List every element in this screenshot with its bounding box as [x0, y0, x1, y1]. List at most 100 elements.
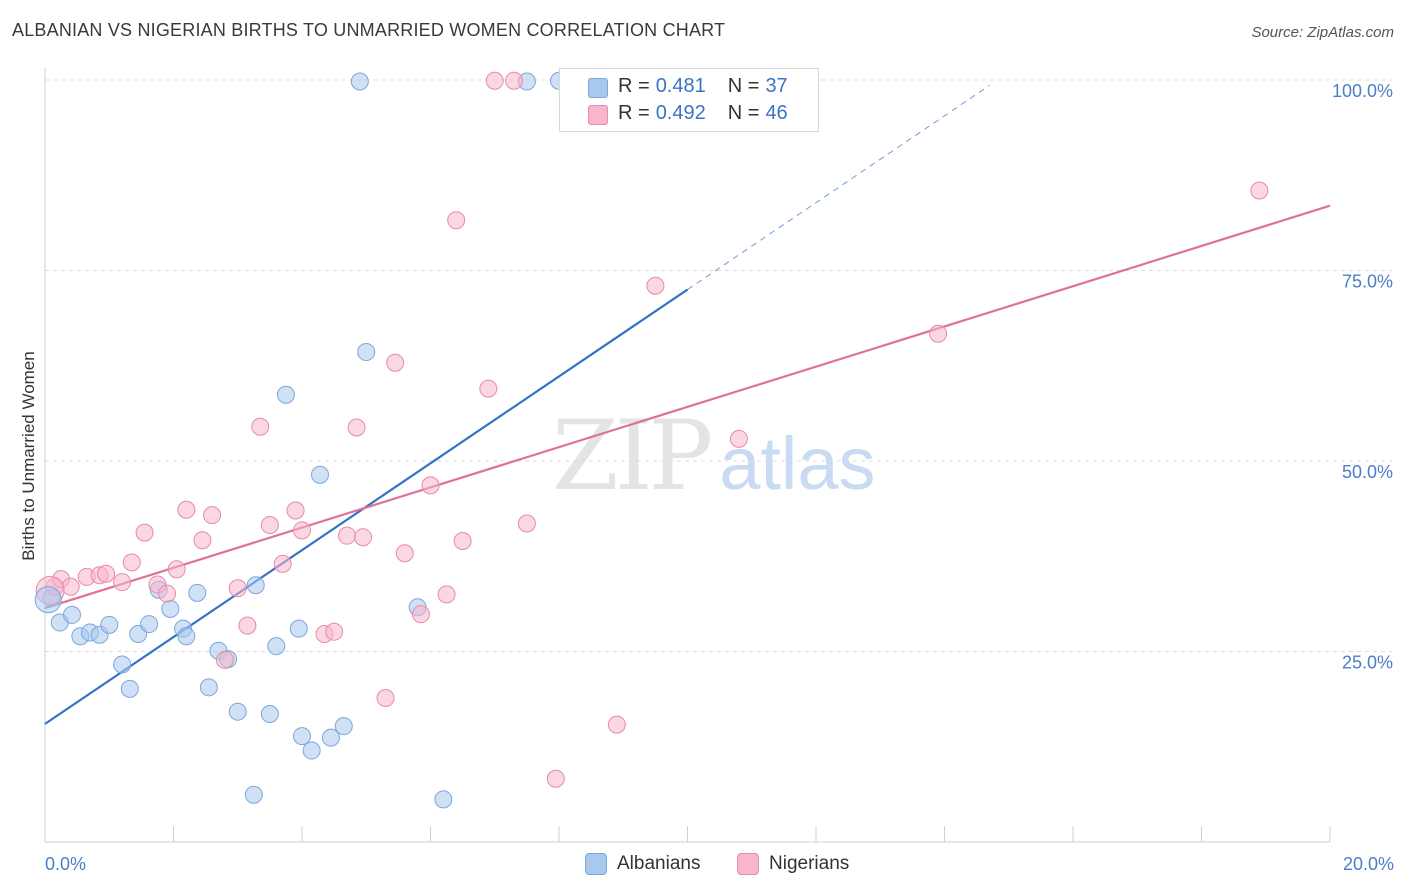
legend-r-label: R = — [618, 101, 650, 124]
albanian-point — [140, 615, 159, 634]
nigerian-point — [215, 650, 234, 669]
nigerian-point — [273, 554, 292, 573]
tick-labels: 25.0% 50.0% 75.0% 100.0% 0.0% 20.0% — [45, 81, 1394, 874]
nigerian-point — [395, 544, 414, 563]
nigerian-point — [1250, 181, 1269, 200]
nigerian-point — [337, 526, 356, 545]
nigerian-point — [97, 564, 116, 583]
data-points — [34, 71, 1269, 809]
watermark-zip: ZIP — [552, 400, 713, 512]
legend-r-value: 0.492 — [655, 101, 706, 124]
albanian-point — [293, 727, 311, 746]
albanian-point — [62, 605, 81, 624]
albanian-point — [350, 72, 369, 91]
nigerian-point — [325, 622, 344, 641]
nigerian-point — [485, 71, 504, 90]
nigerian-point — [238, 616, 257, 635]
albanian-point — [334, 717, 353, 736]
y-tick-label: 25.0% — [1342, 653, 1393, 673]
nigerian-point — [167, 560, 186, 579]
albanian-point — [228, 702, 247, 721]
nigerian-point — [505, 71, 524, 90]
legend-r-label: R = — [618, 74, 650, 97]
nigerian-point — [354, 528, 373, 547]
nigerian-point — [386, 353, 405, 372]
y-tick-label: 100.0% — [1332, 81, 1393, 101]
nigerian-point — [546, 769, 565, 788]
nigerian-point — [421, 476, 440, 495]
bottom-legend-albanians: Albanians — [585, 852, 700, 876]
legend-n-label: N = — [727, 74, 760, 97]
nigerian-point — [411, 605, 430, 624]
albanian-point — [302, 741, 321, 760]
x-tick-label: 0.0% — [45, 854, 86, 874]
albanian-point — [267, 637, 286, 656]
nigerian-point — [135, 523, 154, 542]
legend-n-label: N = — [727, 101, 760, 124]
albanians-trend-extension — [687, 84, 990, 290]
y-axis-label: Births to Unmarried Women — [19, 351, 38, 560]
nigerian-point — [158, 584, 177, 603]
nigerian-point — [228, 579, 247, 598]
nigerians-label: Nigerians — [769, 853, 850, 874]
legend-n-value: 46 — [765, 101, 788, 124]
albanian-point — [310, 465, 329, 484]
nigerian-point — [517, 514, 536, 533]
albanian-point — [276, 385, 295, 404]
albanian-point — [434, 790, 453, 809]
x-tick-label: 20.0% — [1343, 854, 1394, 874]
nigerian-point — [453, 532, 472, 551]
nigerian-point — [122, 553, 141, 572]
axes — [44, 68, 1331, 843]
legend-r-value: 0.481 — [655, 74, 706, 97]
nigerian-point — [437, 585, 456, 604]
albanian-point — [34, 586, 62, 614]
correlation-legend: R = 0.481 N = 37 R = 0.492 N = 46 — [559, 68, 819, 132]
nigerians-legend-swatch — [588, 105, 608, 125]
albanians-swatch — [585, 853, 607, 875]
legend-row-albanians: R = 0.481 N = 37 — [618, 73, 788, 99]
albanian-point — [321, 728, 340, 747]
nigerians-trend-line — [44, 204, 1331, 610]
albanian-point — [100, 615, 119, 634]
nigerian-point — [177, 500, 196, 519]
albanian-point — [188, 583, 207, 602]
albanian-point — [357, 343, 376, 362]
nigerian-point — [929, 324, 948, 343]
nigerian-point — [293, 521, 311, 540]
nigerian-point — [479, 379, 498, 398]
albanian-point — [177, 627, 196, 646]
nigerian-point — [347, 418, 366, 437]
albanian-point — [199, 678, 218, 697]
nigerian-point — [607, 715, 626, 734]
trend-lines — [44, 84, 1331, 725]
chart-title: ALBANIAN VS NIGERIAN BIRTHS TO UNMARRIED… — [12, 20, 726, 40]
nigerian-point — [646, 276, 665, 295]
albanians-label: Albanians — [617, 853, 701, 874]
albanian-point — [289, 619, 308, 638]
nigerian-point — [260, 516, 279, 535]
grid-lines — [45, 79, 1392, 652]
y-tick-label: 50.0% — [1342, 462, 1393, 482]
albanian-point — [161, 599, 180, 618]
nigerian-point — [729, 429, 748, 448]
source-attribution: Source: ZipAtlas.com — [1251, 24, 1394, 41]
nigerians-swatch — [737, 853, 759, 875]
legend-row-nigerians: R = 0.492 N = 46 — [618, 100, 788, 126]
y-tick-label: 75.0% — [1342, 272, 1393, 292]
albanian-point — [246, 576, 265, 595]
nigerian-point — [447, 211, 466, 230]
albanian-point — [260, 704, 279, 723]
albanians-legend-swatch — [588, 78, 608, 98]
albanian-point — [244, 785, 263, 804]
bottom-legend-nigerians: Nigerians — [737, 852, 849, 876]
nigerian-point — [203, 506, 222, 525]
albanian-point — [113, 655, 132, 674]
nigerian-point — [193, 531, 212, 550]
legend-n-value: 37 — [765, 74, 788, 97]
nigerian-point — [251, 417, 270, 436]
nigerian-point — [113, 573, 132, 592]
albanian-point — [120, 679, 139, 698]
nigerian-point — [61, 577, 80, 596]
